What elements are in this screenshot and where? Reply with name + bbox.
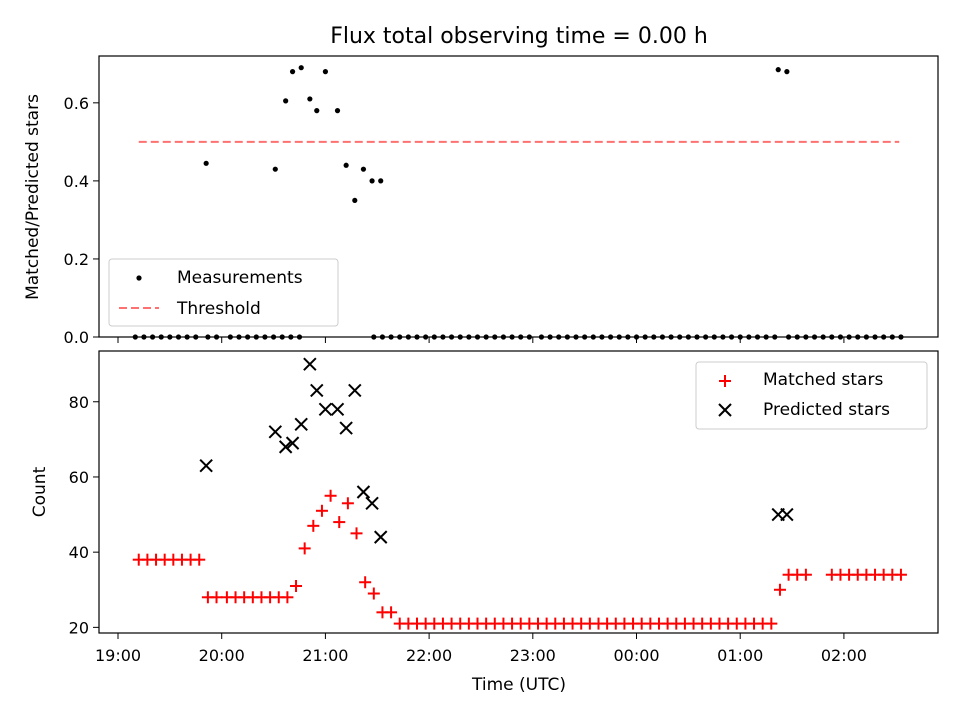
matched-star-point [298, 542, 311, 555]
top-x-ticks [117, 337, 845, 343]
bottom-legend: Matched stars Predicted stars [695, 361, 928, 430]
predicted-star-point [294, 417, 308, 432]
predicted-star-point [285, 436, 300, 450]
x-tick-label: 01:00 [717, 646, 763, 665]
measurement-point [343, 162, 349, 168]
x-tick-label: 19:00 [95, 646, 141, 665]
y-tick-label: 0.4 [64, 172, 89, 191]
top-legend: Measurements Threshold [108, 258, 339, 327]
matched-star-point [333, 516, 346, 529]
bottom-panel: 20 40 60 80 19:00 20:00 21:00 22:00 23:00 00:00 0… [30, 350, 939, 695]
y-tick-label: 60 [69, 468, 89, 487]
top-panel: 0.0 0.2 0.4 0.6 Matched/Predicted stars Mea… [23, 55, 939, 347]
matched-star-point [350, 527, 363, 540]
bottom-x-axis-label: Time (UTC) [471, 675, 566, 695]
bottom-axes-frame [98, 350, 939, 634]
matched-star-point [315, 504, 328, 517]
measurement-point [352, 197, 358, 204]
top-legend-box [108, 258, 339, 327]
measurement-point [298, 65, 304, 71]
predicted-star-point [339, 421, 353, 435]
y-tick-label: 40 [69, 543, 89, 562]
top-marks [132, 65, 904, 340]
measurement-point [272, 166, 278, 172]
measurement-point [283, 98, 289, 104]
chart-title: Flux total observing time = 0.00 h [330, 24, 708, 49]
legend-matched-label: Matched stars [763, 370, 883, 390]
measurement-point [322, 69, 329, 75]
matched-star-point [281, 591, 294, 604]
predicted-star-point [780, 507, 794, 522]
measurement-point [334, 108, 341, 114]
predicted-star-point [374, 530, 388, 544]
matched-star-point [799, 568, 812, 581]
predicted-star-point [318, 402, 333, 416]
bottom-y-ticks: 20 40 60 80 [69, 393, 99, 637]
predicted-star-point [356, 485, 371, 499]
x-tick-label: 23:00 [510, 646, 556, 665]
legend-measurements-marker [136, 275, 142, 281]
x-tick-label: 02:00 [821, 646, 867, 665]
measurement-point [360, 166, 367, 172]
measurement-point [784, 69, 790, 75]
measurement-point [775, 67, 781, 73]
predicted-star-point [199, 458, 213, 473]
predicted-star-point [268, 425, 282, 439]
bottom-marks [132, 357, 907, 630]
legend-threshold-label: Threshold [176, 299, 261, 319]
matched-star-point [765, 617, 778, 630]
x-tick-label: 20:00 [199, 646, 245, 665]
y-tick-label: 0.2 [64, 250, 89, 269]
matched-star-point [894, 568, 907, 581]
y-tick-label: 80 [69, 393, 89, 412]
measurement-point [203, 160, 209, 166]
matched-star-point [210, 591, 223, 604]
bottom-legend-box [695, 361, 928, 430]
measurement-point [378, 178, 384, 184]
predicted-star-point [348, 383, 362, 398]
matched-star-point [773, 583, 786, 596]
matched-star-point [307, 519, 320, 532]
predicted-star-point [365, 496, 379, 510]
matched-star-point [385, 606, 398, 619]
legend-predicted-marker [718, 403, 732, 417]
measurement-point [307, 96, 313, 102]
legend-measurements-label: Measurements [177, 268, 303, 288]
y-tick-label: 0.0 [64, 328, 89, 347]
measurement-point [314, 108, 320, 114]
bottom-y-axis-label: Count [30, 466, 50, 517]
legend-predicted-label: Predicted stars [763, 400, 890, 420]
x-tick-label: 00:00 [613, 646, 659, 665]
top-y-axis-label: Matched/Predicted stars [23, 94, 43, 300]
predicted-star-point [310, 383, 324, 398]
bottom-x-ticks: 19:00 20:00 21:00 22:00 23:00 00:00 01:00 02:00 [95, 633, 867, 665]
legend-matched-marker [719, 375, 731, 387]
measurement-point [289, 69, 296, 75]
x-tick-label: 22:00 [406, 646, 452, 665]
matched-star-point [324, 489, 337, 502]
matched-star-point [290, 580, 303, 592]
top-axes-frame [98, 55, 939, 338]
matched-star-point [193, 553, 206, 566]
predicted-star-point [303, 357, 317, 371]
matched-star-point [341, 497, 354, 510]
measurement-point [369, 178, 375, 184]
y-tick-label: 20 [69, 618, 89, 637]
y-tick-label: 0.6 [64, 94, 89, 113]
top-y-ticks: 0.0 0.2 0.4 0.6 [64, 94, 99, 347]
matched-star-point [359, 576, 372, 589]
x-tick-label: 21:00 [302, 646, 348, 665]
predicted-star-point [278, 440, 293, 454]
predicted-star-point [330, 402, 345, 416]
matched-star-point [367, 587, 380, 600]
